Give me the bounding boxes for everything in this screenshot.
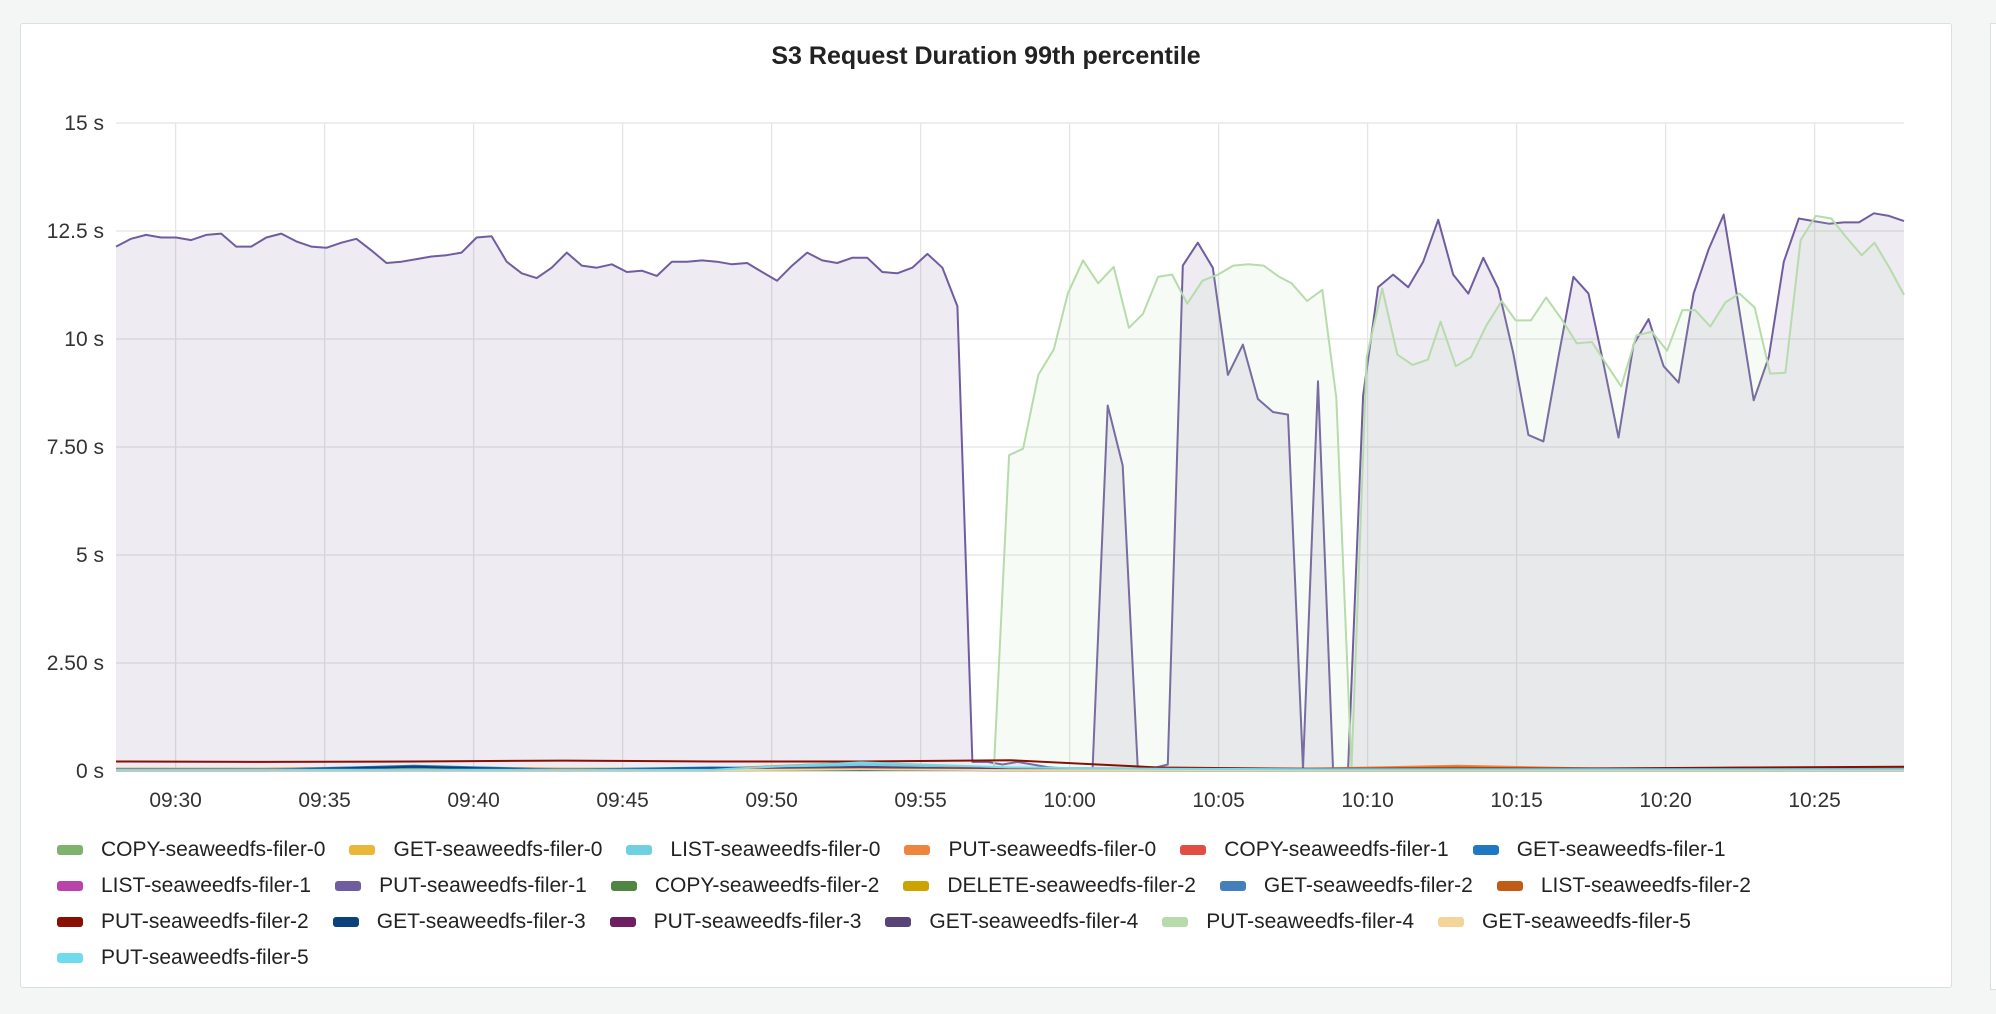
y-tick-label: 0 s (76, 760, 104, 783)
legend-label: PUT-seaweedfs-filer-1 (379, 874, 587, 897)
legend-item[interactable]: PUT-seaweedfs-filer-4 (1162, 910, 1414, 934)
legend-row: COPY-seaweedfs-filer-0 GET-seaweedfs-file… (57, 832, 1931, 868)
legend-item[interactable]: COPY-seaweedfs-filer-2 (610, 874, 880, 898)
legend-swatch-icon (1438, 917, 1465, 927)
series-area-put-seaweedfs-filer-1 (116, 213, 1904, 772)
x-tick-label: 09:35 (298, 789, 351, 812)
x-tick-label: 10:10 (1341, 789, 1394, 812)
x-tick-label: 09:45 (596, 789, 649, 812)
legend-label: GET-seaweedfs-filer-0 (393, 838, 603, 861)
legend-swatch-icon (903, 881, 930, 891)
legend-swatch-icon (349, 845, 376, 855)
legend-label: PUT-seaweedfs-filer-4 (1206, 910, 1415, 933)
series-line-put-seaweedfs-filer-4 (115, 214, 1905, 770)
x-tick-label: 10:25 (1788, 789, 1841, 812)
y-tick-label: 2.50 s (47, 652, 104, 675)
legend-item[interactable]: GET-seaweedfs-filer-5 (1438, 910, 1691, 934)
y-tick-label: 5 s (76, 544, 104, 567)
legend-item[interactable]: DELETE-seaweedfs-filer-2 (903, 874, 1196, 898)
legend-item[interactable]: GET-seaweedfs-filer-0 (349, 838, 602, 862)
series-area-put-seaweedfs-filer-4 (116, 215, 1904, 771)
legend-swatch-icon (335, 881, 362, 891)
legend-label: PUT-seaweedfs-filer-2 (101, 910, 309, 933)
adjacent-panel-edge (1990, 23, 1996, 990)
legend-item[interactable]: GET-seaweedfs-filer-4 (885, 910, 1138, 934)
legend-item[interactable]: PUT-seaweedfs-filer-1 (335, 874, 587, 898)
legend-row: PUT-seaweedfs-filer-5 (57, 940, 1931, 976)
legend-swatch-icon (609, 917, 636, 927)
legend-swatch-icon (626, 845, 653, 855)
chart-title: S3 Request Duration 99th percentile (771, 42, 1201, 70)
legend-row: LIST-seaweedfs-filer-1 PUT-seaweedfs-file… (57, 868, 1931, 904)
legend-item[interactable]: GET-seaweedfs-filer-1 (1472, 838, 1726, 862)
legend-label: PUT-seaweedfs-filer-5 (101, 946, 309, 969)
legend-item[interactable]: LIST-seaweedfs-filer-2 (1496, 874, 1751, 898)
legend-row: PUT-seaweedfs-filer-2 GET-seaweedfs-filer… (57, 904, 1931, 940)
x-tick-label: 09:50 (745, 789, 798, 812)
legend-swatch-icon (1162, 917, 1189, 927)
legend-item[interactable]: PUT-seaweedfs-filer-0 (904, 838, 1156, 862)
x-tick-label: 10:15 (1490, 789, 1543, 812)
legend-label: LIST-seaweedfs-filer-0 (670, 838, 881, 861)
legend-swatch-icon (332, 917, 359, 927)
legend-item[interactable]: GET-seaweedfs-filer-2 (1219, 874, 1473, 898)
legend-label: GET-seaweedfs-filer-2 (1263, 874, 1473, 897)
legend-swatch-icon (904, 845, 931, 855)
legend-label: COPY-seaweedfs-filer-0 (101, 838, 326, 861)
x-tick-label: 10:20 (1639, 789, 1692, 812)
x-tick-label: 09:40 (447, 789, 500, 812)
legend-label: GET-seaweedfs-filer-5 (1482, 910, 1691, 933)
chart-legend: COPY-seaweedfs-filer-0 GET-seaweedfs-file… (57, 832, 1931, 976)
legend-label: PUT-seaweedfs-filer-0 (948, 838, 1157, 861)
legend-label: GET-seaweedfs-filer-1 (1516, 838, 1726, 861)
legend-item[interactable]: COPY-seaweedfs-filer-0 (57, 838, 325, 862)
y-tick-label: 15 s (64, 112, 104, 135)
legend-item[interactable]: LIST-seaweedfs-filer-0 (626, 838, 880, 862)
legend-swatch-icon (1219, 881, 1246, 891)
series-line-put-seaweedfs-filer-5 (116, 761, 1904, 771)
legend-item[interactable]: PUT-seaweedfs-filer-5 (57, 946, 309, 970)
legend-label: LIST-seaweedfs-filer-1 (101, 874, 312, 897)
y-tick-label: 7.50 s (47, 436, 104, 459)
chart-plot[interactable]: 0 s 2.50 s 5 s 7.50 s 10 s 12.5 s 15 s 09:30 09:… (21, 24, 1953, 824)
legend-swatch-icon (610, 881, 637, 891)
legend-item[interactable]: COPY-seaweedfs-filer-1 (1180, 838, 1449, 862)
legend-swatch-icon (57, 917, 83, 927)
legend-label: LIST-seaweedfs-filer-2 (1540, 874, 1751, 897)
x-tick-label: 10:05 (1192, 789, 1245, 812)
legend-swatch-icon (57, 953, 83, 963)
legend-label: GET-seaweedfs-filer-4 (929, 910, 1139, 933)
x-tick-label: 09:30 (149, 789, 202, 812)
legend-label: COPY-seaweedfs-filer-1 (1224, 838, 1449, 861)
y-tick-label: 10 s (64, 328, 104, 351)
legend-item[interactable]: LIST-seaweedfs-filer-1 (57, 874, 311, 898)
legend-swatch-icon (57, 845, 83, 855)
chart-panel: S3 Request Duration 99th percentile 0 s 2… (20, 23, 1952, 988)
legend-swatch-icon (885, 917, 912, 927)
y-tick-label: 12.5 s (47, 220, 104, 243)
legend-swatch-icon (1180, 845, 1207, 855)
legend-swatch-icon (1472, 845, 1499, 855)
legend-item[interactable]: GET-seaweedfs-filer-3 (332, 910, 586, 934)
legend-swatch-icon (57, 881, 83, 891)
legend-label: DELETE-seaweedfs-filer-2 (947, 874, 1196, 897)
x-tick-label: 10:00 (1043, 789, 1096, 812)
legend-label: COPY-seaweedfs-filer-2 (654, 874, 880, 897)
legend-label: PUT-seaweedfs-filer-3 (653, 910, 862, 933)
legend-item[interactable]: PUT-seaweedfs-filer-2 (57, 910, 309, 934)
legend-swatch-icon (1496, 881, 1523, 891)
series-line-put-seaweedfs-filer-1 (115, 212, 1905, 770)
legend-item[interactable]: PUT-seaweedfs-filer-3 (609, 910, 862, 934)
legend-label: GET-seaweedfs-filer-3 (376, 910, 586, 933)
x-tick-label: 09:55 (894, 789, 947, 812)
